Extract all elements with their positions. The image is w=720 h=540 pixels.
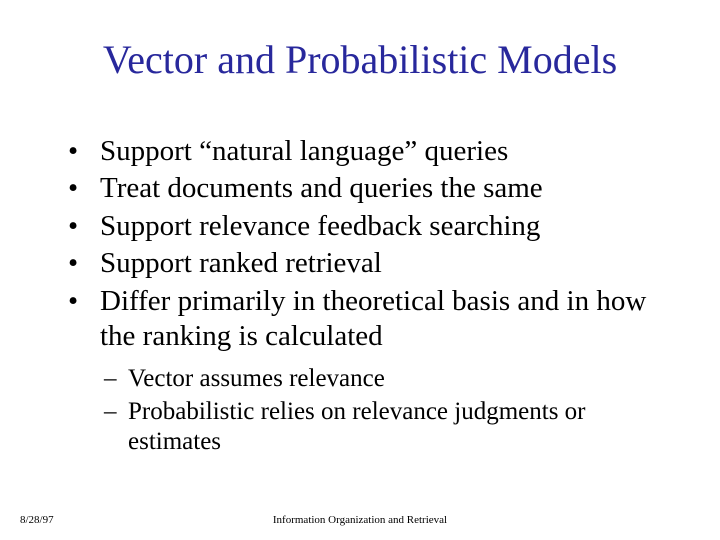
sub-bullet-item: Vector assumes relevance [104,364,670,395]
bullet-item: Treat documents and queries the same [60,171,670,206]
bullet-item: Support “natural language” queries [60,134,670,169]
bullet-item: Differ primarily in theoretical basis an… [60,284,670,355]
slide-title: Vector and Probabilistic Models [0,38,720,82]
sub-bullet-item: Probabilistic relies on relevance judgme… [104,397,670,458]
footer-center: Information Organization and Retrieval [0,514,720,526]
sub-bullet-list: Vector assumes relevance Probabilistic r… [60,364,670,458]
slide-body: Support “natural language” queries Treat… [60,134,670,460]
slide: Vector and Probabilistic Models Support … [0,0,720,540]
bullet-item: Support ranked retrieval [60,246,670,281]
bullet-item: Support relevance feedback searching [60,209,670,244]
bullet-list: Support “natural language” queries Treat… [60,134,670,354]
